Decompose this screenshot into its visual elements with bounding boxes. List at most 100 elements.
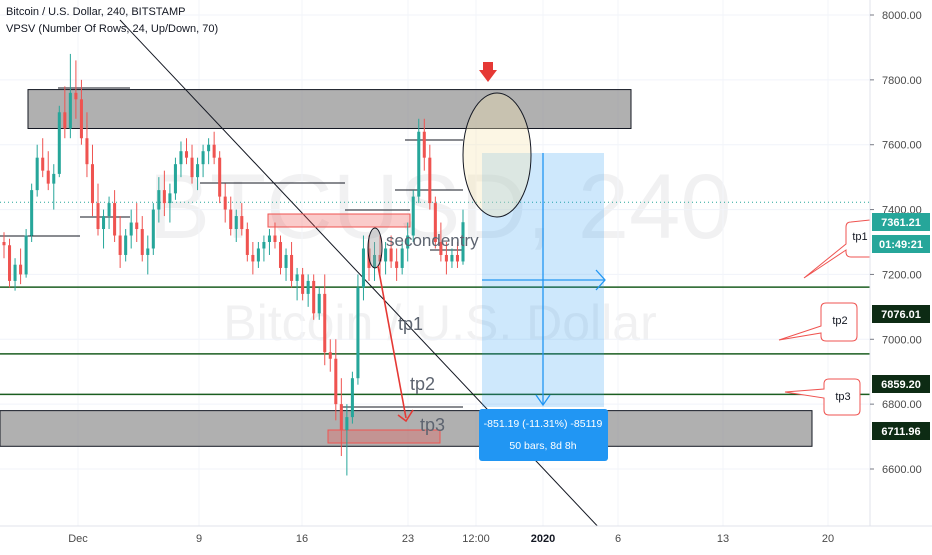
candle	[256, 242, 260, 268]
candle	[35, 144, 39, 197]
candle	[24, 229, 28, 278]
candle	[229, 196, 233, 236]
candle-body	[444, 254, 448, 262]
price-label-text: 7361.21	[881, 217, 921, 229]
entry-zone-lower[interactable]	[327, 429, 441, 444]
candle	[41, 138, 45, 178]
measure-line2: 50 bars, 8d 8h	[509, 440, 576, 452]
time-axis[interactable]	[0, 526, 932, 550]
price-label-countdown: 01:49:21	[872, 235, 930, 253]
candle	[129, 209, 133, 249]
candle	[52, 164, 56, 210]
candle	[290, 242, 294, 288]
resistance-circle[interactable]	[462, 92, 532, 218]
candle	[251, 242, 255, 275]
candle	[146, 235, 150, 275]
candle	[74, 60, 78, 119]
callout-tp2[interactable]: tp2	[778, 302, 858, 342]
candle-body	[63, 112, 67, 129]
candle	[334, 339, 338, 421]
candle	[68, 53, 72, 139]
candle-body	[439, 242, 443, 255]
candles	[2, 53, 465, 476]
candle-body	[461, 222, 465, 262]
candle-body	[378, 254, 382, 262]
annotation-tp1[interactable]: tp1	[398, 314, 423, 334]
grid	[0, 0, 870, 526]
candle-body	[240, 216, 244, 230]
candle-body	[157, 190, 161, 210]
price-label-level: 7076.01	[872, 305, 930, 323]
candle	[317, 287, 321, 320]
red-down-marker-icon[interactable]	[479, 62, 497, 82]
indicator-title[interactable]: VPSV (Number Of Rows, 24, Up/Down, 70)	[6, 23, 219, 35]
candle	[422, 118, 426, 171]
price-label-level: 6711.96	[872, 422, 930, 440]
candle	[361, 235, 365, 301]
time-tick-label: 2020	[531, 533, 555, 545]
callout-tp2-label: tp2	[832, 315, 847, 327]
candle-body	[455, 254, 459, 262]
price-tick-label: 6600.00	[882, 464, 922, 476]
candle	[162, 170, 166, 217]
candle-body	[35, 157, 39, 191]
candle-body	[179, 151, 183, 165]
candle	[339, 378, 343, 457]
candle	[8, 238, 12, 288]
candle-body	[290, 254, 294, 281]
candle-body	[173, 164, 177, 194]
price-label-text: 6711.96	[881, 426, 920, 438]
time-tick-label: 13	[717, 533, 729, 545]
candle	[2, 232, 6, 259]
candle	[417, 118, 421, 204]
time-tick-label: Dec	[68, 533, 88, 545]
candle	[135, 203, 139, 242]
price-label-text: 7076.01	[881, 309, 921, 321]
candle	[384, 242, 388, 275]
red-drop-arrowhead	[397, 409, 414, 423]
candle-body	[207, 144, 211, 152]
candle	[273, 222, 277, 249]
annotation-secondentry[interactable]: secondentry	[386, 231, 479, 250]
candle	[356, 274, 360, 385]
candle-body	[389, 248, 393, 262]
candle-body	[201, 151, 205, 165]
annotation-tp3[interactable]: tp3	[420, 415, 445, 435]
price-tick-label: 7200.00	[882, 269, 922, 281]
candle	[223, 183, 227, 223]
candle-body	[212, 144, 216, 158]
callout-tp1[interactable]: tp1	[803, 219, 875, 279]
price-label-level: 6859.20	[872, 375, 930, 393]
trend-line[interactable]	[119, 19, 621, 551]
candle-body	[184, 151, 189, 158]
watermark-name: Bitcoin / U.S. Dollar	[223, 295, 656, 351]
annotation-tp2[interactable]: tp2	[410, 374, 435, 394]
candle	[312, 274, 316, 320]
candle-body	[146, 248, 150, 255]
candle-body	[90, 164, 95, 204]
candle-body	[350, 378, 354, 418]
candle	[395, 248, 399, 281]
candle-body	[118, 235, 122, 255]
candle	[234, 209, 238, 242]
price-tick-label: 7600.00	[882, 140, 922, 152]
candle-body	[323, 293, 327, 353]
second-entry-circle[interactable]	[367, 227, 383, 269]
callout-tp3[interactable]: tp3	[784, 378, 861, 416]
entry-zone-upper[interactable]	[267, 213, 411, 228]
candle	[184, 138, 189, 165]
candle-body	[107, 203, 111, 217]
callout-tp3-label: tp3	[835, 391, 850, 403]
price-axis-labels: 7361.21 01:49:21 7076.01 6859.20 6711.96	[872, 213, 930, 440]
candle-body	[339, 404, 343, 431]
symbol-title[interactable]: Bitcoin / U.S. Dollar, 240, BITSTAMP	[6, 6, 186, 18]
measure-label[interactable]: -851.19 (-11.31%) -85119 50 bars, 8d 8h	[479, 409, 608, 461]
candle-body	[24, 235, 28, 275]
candle-body	[273, 235, 277, 242]
candle	[350, 371, 354, 424]
candle	[306, 274, 310, 307]
candle-body	[295, 274, 299, 281]
candle-body	[400, 248, 404, 268]
